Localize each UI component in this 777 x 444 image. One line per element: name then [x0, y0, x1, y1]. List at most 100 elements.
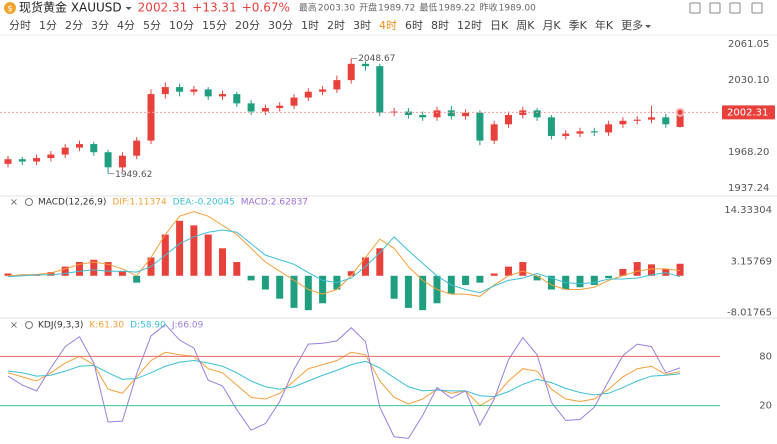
- stat-label: 昨收: [480, 2, 498, 14]
- indicator-line: [7, 351, 681, 407]
- candle-body: [18, 159, 26, 162]
- candle-body: [290, 97, 298, 106]
- histogram-bar: [476, 275, 484, 283]
- last-price-box: [722, 105, 775, 120]
- timeframe-tab[interactable]: 月K: [542, 19, 561, 32]
- candle-body: [247, 103, 255, 112]
- histogram-bar: [605, 275, 613, 279]
- low-annotation: 1949.62: [115, 170, 152, 180]
- candle-body: [376, 66, 384, 113]
- timeframe-tab[interactable]: 20分: [235, 19, 260, 32]
- histogram-bar: [319, 275, 327, 304]
- panel: [7, 323, 681, 439]
- timeframe-tab[interactable]: 30分: [268, 19, 293, 32]
- timeframe-tab[interactable]: 周K: [516, 19, 535, 32]
- histogram-bar: [376, 248, 384, 276]
- legend-label: D:58.90: [130, 321, 166, 331]
- legend-label: K:61.30: [89, 321, 124, 331]
- candle-body: [190, 89, 198, 92]
- timeframe-tab[interactable]: 2分: [65, 19, 83, 32]
- candle-body: [118, 155, 126, 168]
- candle-body: [47, 154, 55, 159]
- candle-body: [219, 94, 226, 97]
- candle-body: [662, 117, 670, 125]
- candle-body: [633, 119, 641, 121]
- timeframe-tab[interactable]: 3分: [91, 19, 109, 32]
- candle-body: [576, 131, 584, 134]
- y-tick-label: 20: [759, 401, 772, 412]
- timeframe-tab[interactable]: 3时: [353, 19, 371, 32]
- tool-icon[interactable]: [689, 2, 701, 14]
- indicator-line: [7, 229, 681, 294]
- timeframe-tab[interactable]: 4分: [117, 19, 135, 32]
- symbol-name: 现货黄金 XAUUSD: [19, 0, 122, 15]
- settings-icon[interactable]: [25, 321, 33, 329]
- timeframe-tab[interactable]: 6时: [405, 19, 423, 32]
- candle-body: [605, 124, 613, 133]
- tool-icon[interactable]: [709, 2, 721, 14]
- high-annotation: 2048.67: [358, 54, 395, 64]
- settings-icon[interactable]: [25, 198, 33, 206]
- histogram-bar: [204, 234, 212, 276]
- candle-body: [319, 89, 327, 92]
- candle-body: [619, 120, 627, 125]
- legend-label: DEA:-0.20045: [173, 198, 235, 208]
- candle-body: [33, 158, 41, 162]
- close-icon[interactable]: ×: [10, 320, 18, 331]
- candle-body: [233, 94, 241, 104]
- stat-value: 2003.30: [318, 4, 355, 14]
- panel: [4, 58, 684, 174]
- timeframe-tab[interactable]: 1时: [301, 19, 319, 32]
- candle-body: [304, 91, 312, 98]
- histogram-bar: [261, 275, 269, 290]
- candle-body: [4, 159, 12, 164]
- timeframe-tab[interactable]: 5分: [143, 19, 161, 32]
- candle-body: [419, 115, 427, 118]
- timeframe-tab[interactable]: 日K: [490, 19, 509, 32]
- quote-change: +13.31: [192, 1, 236, 15]
- histogram-bar: [404, 275, 412, 308]
- close-icon[interactable]: ×: [10, 197, 18, 208]
- timeframe-tab[interactable]: 12时: [457, 19, 482, 32]
- histogram-bar: [190, 225, 198, 276]
- histogram-bar: [76, 262, 83, 276]
- candle-body: [147, 94, 155, 141]
- histogram-bar: [547, 275, 555, 290]
- timeframe-tab[interactable]: 8时: [431, 19, 449, 32]
- candle-body: [519, 110, 527, 116]
- candle-body: [447, 110, 455, 117]
- histogram-bar: [47, 272, 55, 276]
- histogram-bar: [490, 273, 498, 276]
- timeframe-tab[interactable]: 季K: [569, 19, 588, 32]
- timeframe-tab[interactable]: 15分: [202, 19, 227, 32]
- timeframe-tab[interactable]: 2时: [327, 19, 345, 32]
- timeframe-tab[interactable]: 4时: [379, 19, 397, 32]
- y-tick-label: 1937.24: [728, 183, 769, 194]
- candle-body: [276, 105, 284, 109]
- histogram-bar: [104, 262, 112, 276]
- candle-body: [505, 115, 512, 125]
- histogram-bar: [533, 275, 541, 281]
- tool-icon[interactable]: [751, 2, 763, 14]
- histogram-bar: [276, 275, 284, 299]
- y-tick-label: 80: [759, 351, 772, 362]
- candle-body: [204, 89, 212, 97]
- dropdown-arrow[interactable]: [645, 25, 652, 28]
- tool-icon[interactable]: [729, 2, 741, 14]
- histogram-bar: [390, 275, 398, 299]
- timeframe-tab[interactable]: 分时: [9, 19, 31, 32]
- histogram-bar: [118, 271, 126, 276]
- timeframe-tab[interactable]: 更多: [621, 18, 643, 32]
- dropdown-arrow[interactable]: [125, 7, 132, 10]
- indicator-title: MACD(12,26,9): [38, 198, 106, 208]
- stat-label: 开盘: [359, 2, 377, 14]
- histogram-bar: [219, 248, 226, 276]
- candle-body: [590, 131, 598, 133]
- histogram-bar: [648, 264, 655, 276]
- histogram-bar: [133, 275, 141, 283]
- timeframe-tab[interactable]: 10分: [169, 19, 194, 32]
- histogram-bar: [633, 262, 641, 276]
- timeframe-tab[interactable]: 1分: [39, 19, 57, 32]
- timeframe-tab[interactable]: 年K: [595, 18, 614, 32]
- last-price-label: 2002.31: [727, 107, 768, 118]
